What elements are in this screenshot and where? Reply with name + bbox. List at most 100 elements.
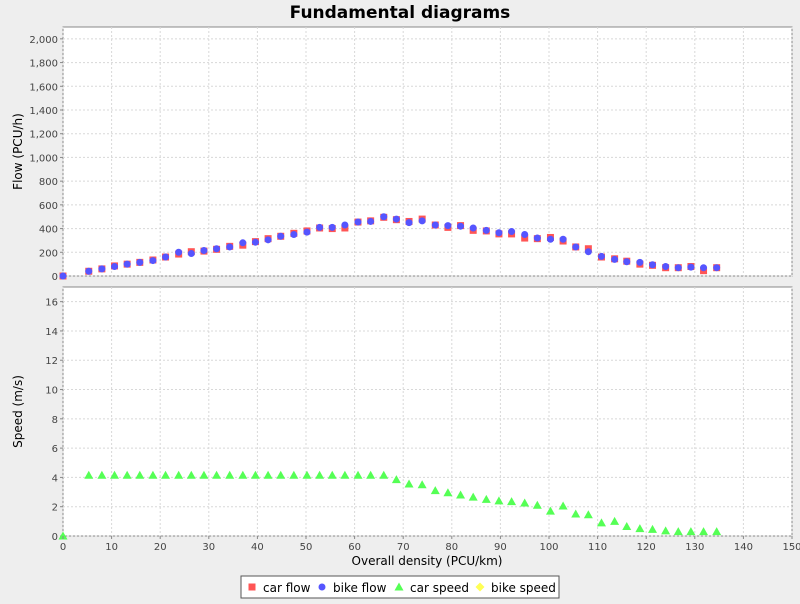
bike-flow-point: [469, 224, 477, 232]
car-speed-point: [263, 470, 273, 479]
bike-flow-point: [341, 221, 349, 229]
x-tick-label: 90: [494, 542, 507, 553]
bike-flow-point: [200, 247, 208, 255]
bike-flow-point: [111, 263, 119, 271]
bike-flow-point: [98, 265, 106, 273]
bike-flow-point: [303, 228, 311, 236]
car-speed-point: [712, 527, 722, 536]
bike-flow-point: [611, 255, 619, 263]
car-speed-point: [430, 486, 440, 495]
car-speed-point: [199, 470, 209, 479]
x-tick-label: 40: [251, 542, 264, 553]
bike-flow-point: [367, 217, 375, 225]
bike-flow-point: [584, 248, 592, 256]
speed-y-tick-label: 0: [52, 532, 58, 543]
flow-y-tick-label: 2,000: [29, 35, 58, 46]
bike-flow-point: [508, 228, 516, 236]
car-speed-point: [507, 497, 517, 506]
x-tick-label: 130: [685, 542, 704, 553]
car-speed-point: [340, 470, 350, 479]
car-speed-point: [648, 524, 658, 533]
bike-flow-point: [85, 267, 93, 275]
flow-y-tick-label: 600: [39, 201, 58, 212]
car-speed-point: [443, 488, 453, 497]
x-tick-label: 30: [202, 542, 215, 553]
car-speed-point: [97, 470, 107, 479]
bike-flow-point: [175, 248, 183, 256]
bike-flow-point: [380, 213, 388, 221]
bike-flow-point: [674, 264, 682, 272]
car-speed-point: [532, 500, 542, 509]
car-speed-point: [186, 470, 196, 479]
bike-flow-point: [521, 231, 529, 238]
car-speed-point: [276, 470, 286, 479]
car-speed-point: [161, 470, 171, 479]
speed-y-axis-label: Speed (m/s): [11, 375, 25, 448]
car-speed-point: [596, 518, 606, 527]
bike-flow-point: [444, 222, 452, 230]
speed-y-tick-label: 8: [52, 415, 58, 426]
bike-flow-point: [546, 235, 554, 243]
x-tick-label: 150: [782, 542, 800, 553]
bike-flow-point: [687, 263, 695, 271]
speed-y-tick-label: 4: [52, 473, 58, 484]
bike-flow-point: [559, 235, 567, 243]
bike-flow-point: [649, 261, 657, 269]
bike-flow-point: [328, 223, 336, 231]
car-speed-point: [558, 501, 568, 510]
speed-y-tick-label: 10: [45, 386, 58, 397]
bike-flow-point: [59, 272, 67, 280]
bike-flow-point: [187, 249, 195, 257]
car-speed-point: [545, 506, 555, 515]
flow-y-tick-label: 200: [39, 248, 58, 259]
flow-y-tick-label: 1,800: [29, 59, 58, 70]
bike-flow-point: [123, 260, 131, 268]
car-speed-point: [417, 480, 427, 489]
car-speed-point: [583, 510, 593, 519]
bike-flow-point: [136, 258, 144, 266]
car-speed-point: [520, 498, 530, 507]
legend-marker-bike-flow: [318, 583, 326, 591]
legend-label-car-speed: car speed: [410, 581, 469, 595]
legend-marker-car-speed: [394, 582, 404, 591]
legend-marker-car-flow: [248, 583, 256, 591]
x-tick-label: 140: [734, 542, 753, 553]
car-speed-point: [481, 494, 491, 503]
car-speed-point: [302, 470, 312, 479]
bike-flow-point: [418, 217, 426, 225]
bike-flow-point: [251, 238, 259, 246]
bike-flow-point: [457, 222, 465, 230]
bike-flow-point: [316, 223, 324, 231]
speed-y-tick-label: 16: [45, 298, 58, 309]
car-speed-point: [610, 516, 620, 525]
speed-y-tick-label: 2: [52, 503, 58, 514]
x-axis-label: Overall density (PCU/km): [352, 554, 503, 568]
car-speed-point: [404, 479, 414, 488]
legend-label-bike-flow: bike flow: [333, 581, 387, 595]
bike-flow-point: [239, 239, 247, 247]
car-speed-point: [122, 470, 132, 479]
x-tick-label: 100: [539, 542, 558, 553]
car-speed-point: [379, 470, 389, 479]
car-speed-point: [135, 470, 145, 479]
bike-flow-point: [533, 234, 541, 242]
car-speed-point: [494, 496, 504, 505]
x-tick-label: 70: [397, 542, 410, 553]
car-speed-point: [238, 470, 248, 479]
bike-flow-point: [572, 243, 580, 251]
car-speed-point: [84, 470, 94, 479]
car-speed-point: [315, 470, 325, 479]
car-speed-point: [686, 527, 696, 536]
x-tick-label: 20: [154, 542, 167, 553]
bike-flow-point: [213, 245, 221, 253]
car-speed-point: [391, 475, 401, 484]
flow-y-axis-label: Flow (PCU/h): [11, 113, 25, 190]
car-speed-point: [225, 470, 235, 479]
bike-flow-point: [354, 218, 362, 226]
speed-plot-area: [62, 286, 793, 537]
bike-flow-point: [392, 215, 400, 223]
car-speed-point: [148, 470, 158, 479]
x-tick-label: 60: [348, 542, 361, 553]
flow-y-tick-label: 1,000: [29, 153, 58, 164]
